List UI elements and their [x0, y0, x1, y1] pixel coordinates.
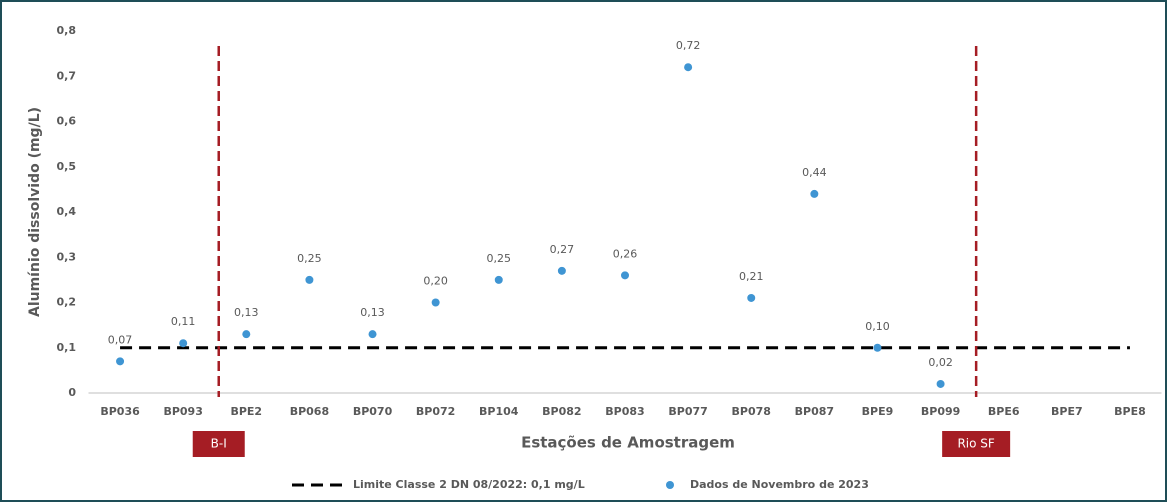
x-tick-label: BPE7 [1051, 405, 1083, 418]
data-label: 0,25 [487, 252, 512, 265]
y-tick-label: 0,3 [57, 250, 77, 263]
y-tick-label: 0,7 [57, 69, 77, 82]
x-tick-label: BP087 [795, 405, 834, 418]
y-tick-label: 0,1 [57, 341, 77, 354]
data-label: 0,13 [360, 306, 385, 319]
x-tick-label: BP070 [353, 405, 393, 418]
point [179, 339, 188, 348]
x-tick-label: BPE6 [988, 405, 1020, 418]
y-axis-title: Alumínio dissolvido (mg/L) [27, 107, 43, 317]
data-label: 0,72 [676, 39, 701, 52]
x-tick-label: BP099 [921, 405, 960, 418]
region-label: Rio SF [957, 437, 994, 451]
x-tick-label: BP072 [416, 405, 455, 418]
point [368, 330, 377, 339]
y-tick-label: 0,6 [57, 115, 77, 128]
x-tick-label: BPE2 [230, 405, 262, 418]
x-tick-label: BP036 [100, 405, 140, 418]
data-label: 0,07 [108, 333, 133, 346]
data-label: 0,20 [423, 275, 448, 288]
x-tick-label: BP093 [163, 405, 202, 418]
point [810, 189, 819, 198]
region-label: B-I [211, 437, 227, 451]
y-tick-label: 0,4 [57, 205, 77, 218]
data-label: 0,25 [297, 252, 322, 265]
point [116, 357, 125, 366]
x-axis-title: Estações de Amostragem [521, 434, 735, 452]
point [747, 293, 756, 302]
data-label: 0,26 [613, 247, 638, 260]
data-label: 0,27 [550, 243, 575, 256]
region-box [192, 431, 245, 457]
x-tick-label: BPE9 [862, 405, 894, 418]
legend-dot [666, 481, 674, 489]
x-tick-label: BP104 [479, 405, 519, 418]
y-tick-label: 0 [68, 386, 76, 399]
point [305, 275, 314, 284]
point [557, 266, 566, 275]
region-box [942, 431, 1011, 457]
data-label: 0,44 [802, 166, 827, 179]
point [621, 271, 629, 280]
point [431, 298, 440, 307]
x-tick-label: BPE8 [1114, 405, 1146, 418]
y-tick-label: 0,5 [57, 160, 77, 173]
legend-label: Dados de Novembro de 2023 [690, 478, 869, 491]
point [684, 63, 693, 72]
data-label: 0,02 [928, 356, 953, 369]
point [873, 343, 882, 352]
legend-label: Limite Classe 2 DN 08/2022: 0,1 mg/L [353, 478, 585, 491]
x-tick-label: BP068 [290, 405, 329, 418]
point [242, 330, 251, 339]
data-label: 0,21 [739, 270, 764, 283]
data-label: 0,11 [171, 315, 196, 328]
point [936, 379, 945, 388]
y-tick-label: 0,2 [57, 296, 77, 309]
y-tick-label: 0,8 [57, 24, 77, 37]
x-tick-label: BP083 [605, 405, 644, 418]
x-tick-label: BP082 [542, 405, 581, 418]
data-label: 0,10 [865, 320, 890, 333]
data-label: 0,13 [234, 306, 259, 319]
x-tick-label: BP077 [668, 405, 707, 418]
point [494, 275, 503, 284]
x-tick-label: BP078 [732, 405, 771, 418]
